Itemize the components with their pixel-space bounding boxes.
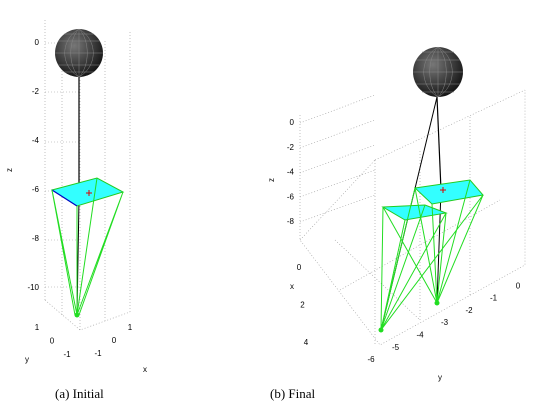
x-tick-label: 2 bbox=[300, 301, 305, 310]
z-tick-label: 0 bbox=[35, 38, 40, 47]
x-axis-label: x bbox=[290, 282, 294, 291]
x-tick-label: 1 bbox=[128, 323, 133, 332]
y-tick-label: -3 bbox=[441, 318, 449, 327]
y-tick-label: -1 bbox=[490, 294, 498, 303]
z-tick-label: -6 bbox=[287, 192, 295, 201]
z-tick-label: -4 bbox=[32, 136, 40, 145]
y-tick-label: -6 bbox=[367, 355, 375, 364]
z-tick-label: 0 bbox=[290, 118, 295, 127]
caption: (b) Final bbox=[270, 386, 316, 401]
z-tick-label: -2 bbox=[287, 143, 295, 152]
y-tick-label: -5 bbox=[392, 343, 400, 352]
z-axis-label: z bbox=[267, 178, 276, 182]
y-tick-label: -1 bbox=[63, 350, 71, 359]
x-tick-label: -1 bbox=[94, 349, 102, 358]
z-tick-label: -8 bbox=[32, 234, 40, 243]
z-tick-label: -10 bbox=[27, 283, 39, 292]
z-tick-label: -4 bbox=[287, 168, 295, 177]
z-tick-label: -8 bbox=[287, 217, 295, 226]
panel-a-plot bbox=[45, 20, 130, 330]
y-tick-label: -2 bbox=[465, 306, 473, 315]
z-axis-label: z bbox=[5, 168, 14, 172]
z-tick-label: -6 bbox=[32, 185, 40, 194]
y-tick-label: -4 bbox=[416, 331, 424, 340]
y-axis-label: y bbox=[25, 355, 29, 364]
y-tick-label: 1 bbox=[35, 323, 40, 332]
y-tick-label: 0 bbox=[516, 281, 521, 290]
x-tick-label: 0 bbox=[112, 336, 117, 345]
y-tick-label: 0 bbox=[50, 337, 55, 346]
x-tick-label: 0 bbox=[297, 263, 302, 272]
caption: (a) Initial bbox=[55, 386, 104, 401]
z-tick-label: -2 bbox=[32, 87, 40, 96]
figure: (a) Initialzxy0-2-4-6-8-10-10110-1(b) Fi… bbox=[0, 0, 537, 408]
x-tick-label: 4 bbox=[304, 338, 309, 347]
x-axis-label: x bbox=[143, 365, 147, 374]
y-axis-label: y bbox=[438, 373, 442, 382]
